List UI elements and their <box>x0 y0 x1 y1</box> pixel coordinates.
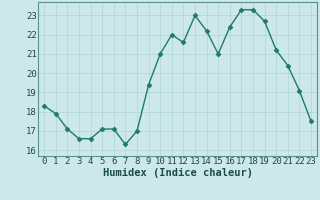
X-axis label: Humidex (Indice chaleur): Humidex (Indice chaleur) <box>103 168 252 178</box>
